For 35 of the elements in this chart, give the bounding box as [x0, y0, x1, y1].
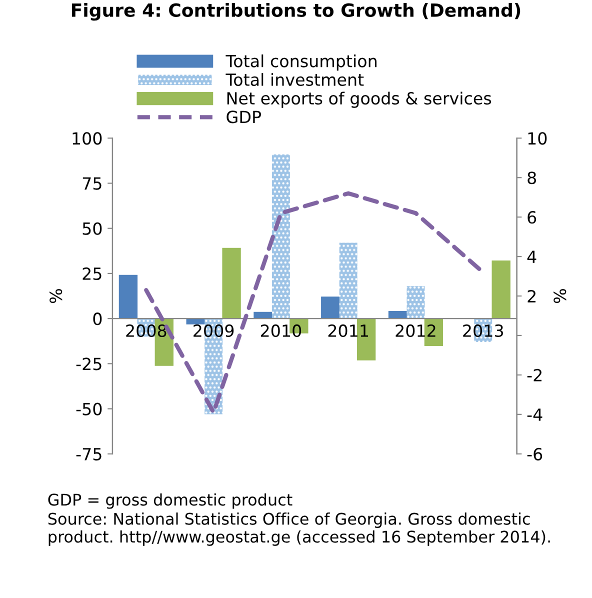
bar [406, 286, 425, 319]
y-tick-label: -50 [76, 402, 102, 416]
legend-label: Total investment [226, 73, 364, 86]
y2-tick-label: 2 [528, 290, 536, 302]
legend-label: GDP [226, 110, 261, 124]
y-tick-label: -25 [76, 358, 102, 370]
x-tick-label: 2013 [463, 324, 503, 338]
y2-tick-label: -2 [527, 368, 542, 382]
bar [339, 242, 358, 319]
y-tick-label: -75 [76, 448, 102, 460]
y-tick-label: 0 [93, 312, 102, 326]
y2-axis-title: % [554, 289, 566, 304]
y-axis-title: % [50, 289, 62, 304]
y-tick-label: 75 [82, 177, 102, 190]
chart-title: Figure 4: Contributions to Growth (Demand) [72, 2, 520, 21]
y2-tick-label: 10 [528, 132, 547, 145]
bar [118, 274, 138, 319]
y-tick-label: 25 [82, 267, 102, 280]
x-tick-label: 2010 [260, 324, 302, 338]
y-tick-label: 100 [72, 132, 102, 145]
bar [222, 248, 241, 319]
x-tick-label: 2009 [194, 324, 234, 338]
y2-tick-label: -4 [527, 408, 542, 421]
y-tick-label: 50 [82, 222, 102, 235]
y2-tick-label: 4 [527, 250, 536, 263]
bar [321, 296, 340, 319]
y2-tick-label: 8 [528, 172, 536, 184]
y2-tick-label: 6 [528, 211, 536, 224]
legend-label: Net exports of goods & services [227, 92, 492, 108]
bar [492, 260, 510, 319]
source-note: Source: National Statistics Office of Georgia. Gross domestic product. http//www.geostat.ge (accessed 16 September 2014). [48, 512, 550, 546]
bar [272, 154, 290, 319]
text: GDP = gross domestic product [48, 493, 292, 509]
y2-tick-label: -6 [527, 448, 542, 460]
legend-label: Total consumption [226, 54, 376, 71]
